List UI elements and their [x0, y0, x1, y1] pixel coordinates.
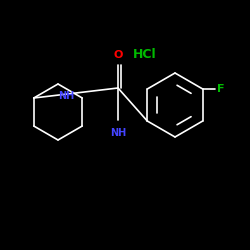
Text: F: F	[217, 84, 224, 94]
Text: HCl: HCl	[133, 48, 156, 62]
Text: NH: NH	[110, 128, 126, 138]
Text: NH: NH	[58, 91, 74, 101]
Text: O: O	[113, 50, 123, 60]
